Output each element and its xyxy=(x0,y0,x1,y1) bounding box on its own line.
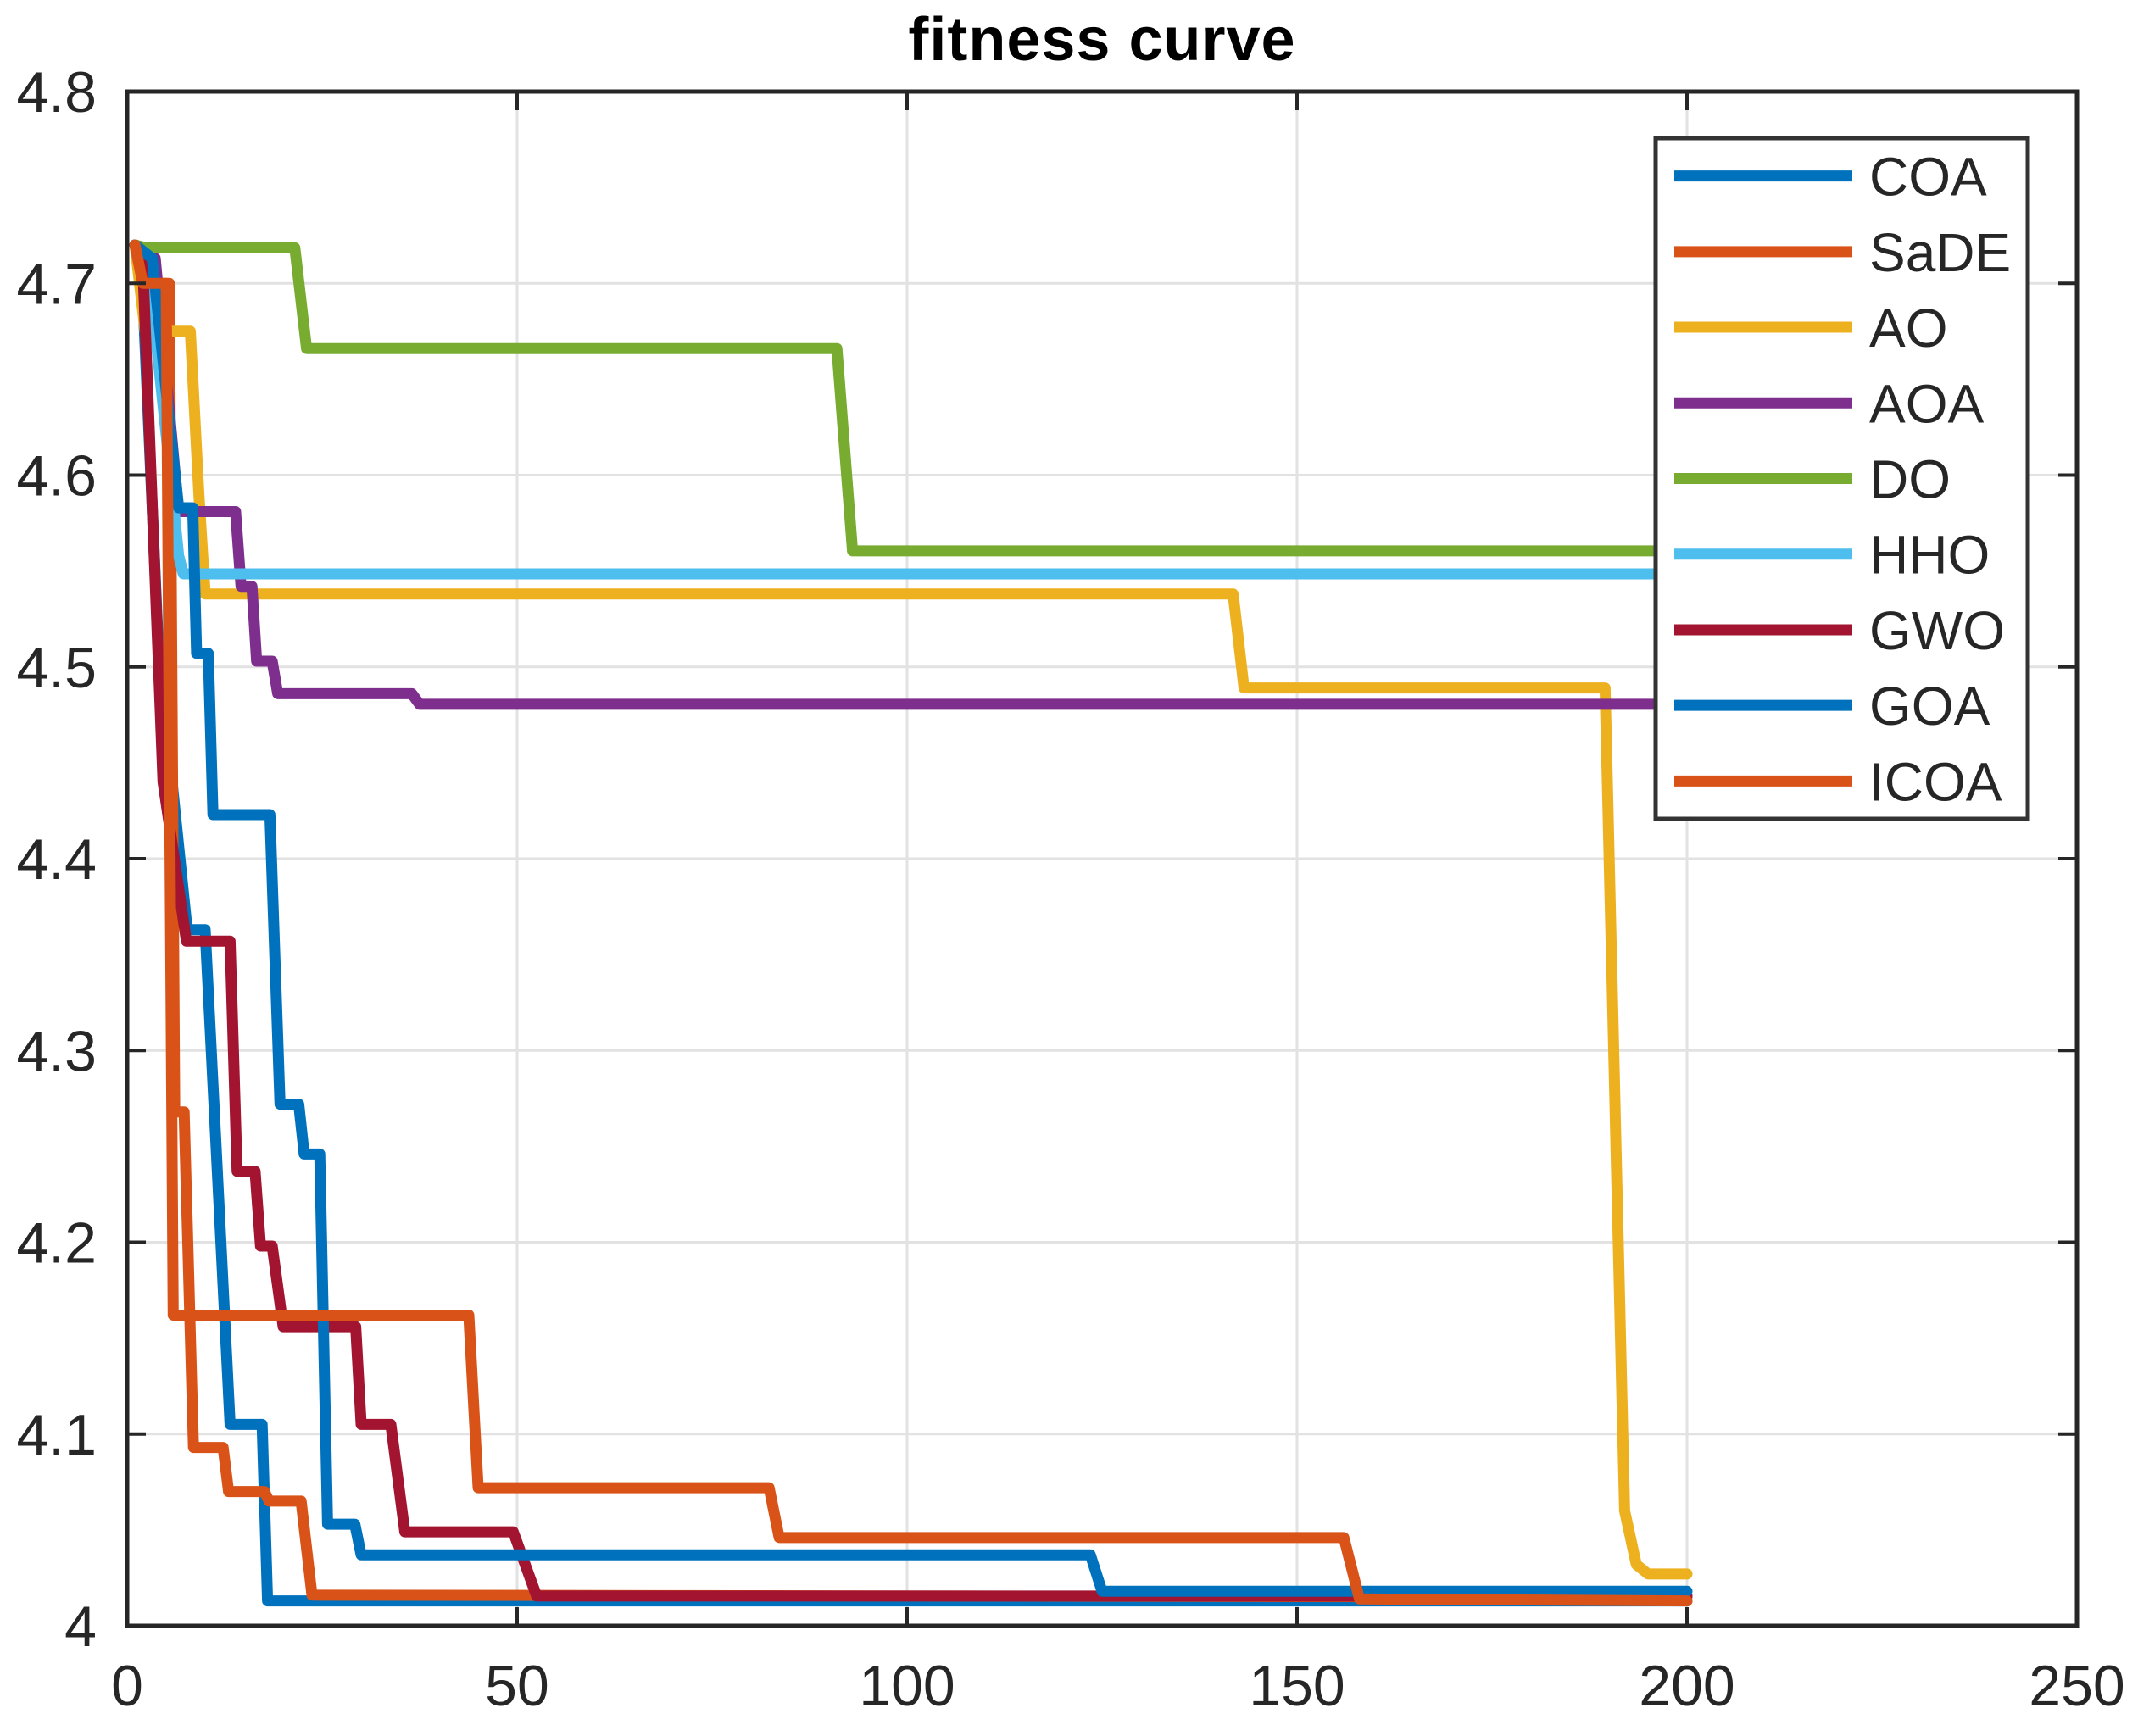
chart-title: fitness curve xyxy=(908,6,1296,74)
y-tick-label-4.8: 4.8 xyxy=(16,60,97,125)
x-tick-label-200: 200 xyxy=(1639,1654,1734,1718)
y-tick-label-4.3: 4.3 xyxy=(16,1019,97,1083)
legend-label-COA: COA xyxy=(1869,147,1987,208)
x-tick-label-150: 150 xyxy=(1249,1654,1345,1718)
x-tick-label-250: 250 xyxy=(2029,1654,2124,1718)
legend-label-ICOA: ICOA xyxy=(1869,751,2002,812)
y-tick-label-4.5: 4.5 xyxy=(16,636,97,700)
y-tick-label-4.2: 4.2 xyxy=(16,1211,97,1276)
legend-label-DO: DO xyxy=(1869,449,1951,510)
y-tick-label-4.4: 4.4 xyxy=(16,827,97,892)
series-line-GWO xyxy=(129,239,1693,1602)
legend-label-GOA: GOA xyxy=(1869,676,1990,737)
legend-label-AOA: AOA xyxy=(1869,373,1984,434)
y-tick-label-4: 4 xyxy=(64,1594,97,1659)
y-tick-label-4.1: 4.1 xyxy=(16,1403,97,1467)
x-tick-label-50: 50 xyxy=(485,1654,549,1718)
legend-label-SaDE: SaDE xyxy=(1869,222,2011,283)
series-line-AO xyxy=(129,239,1693,1580)
legend-label-GWO: GWO xyxy=(1869,600,2005,661)
series-line-SaDE xyxy=(129,239,1693,1603)
legend-label-HHO: HHO xyxy=(1869,525,1990,586)
series-line-COA xyxy=(129,239,1693,1607)
series-line-GOA xyxy=(129,239,1693,1597)
legend-label-AO: AO xyxy=(1869,298,1947,359)
y-tick-label-4.6: 4.6 xyxy=(16,444,97,509)
series-line-HHO xyxy=(129,239,1693,580)
x-tick-label-0: 0 xyxy=(111,1654,143,1718)
x-tick-label-100: 100 xyxy=(859,1654,955,1718)
series-line-DO xyxy=(129,239,1693,557)
y-tick-label-4.7: 4.7 xyxy=(16,252,97,316)
series-line-ICOA xyxy=(129,239,1693,1607)
